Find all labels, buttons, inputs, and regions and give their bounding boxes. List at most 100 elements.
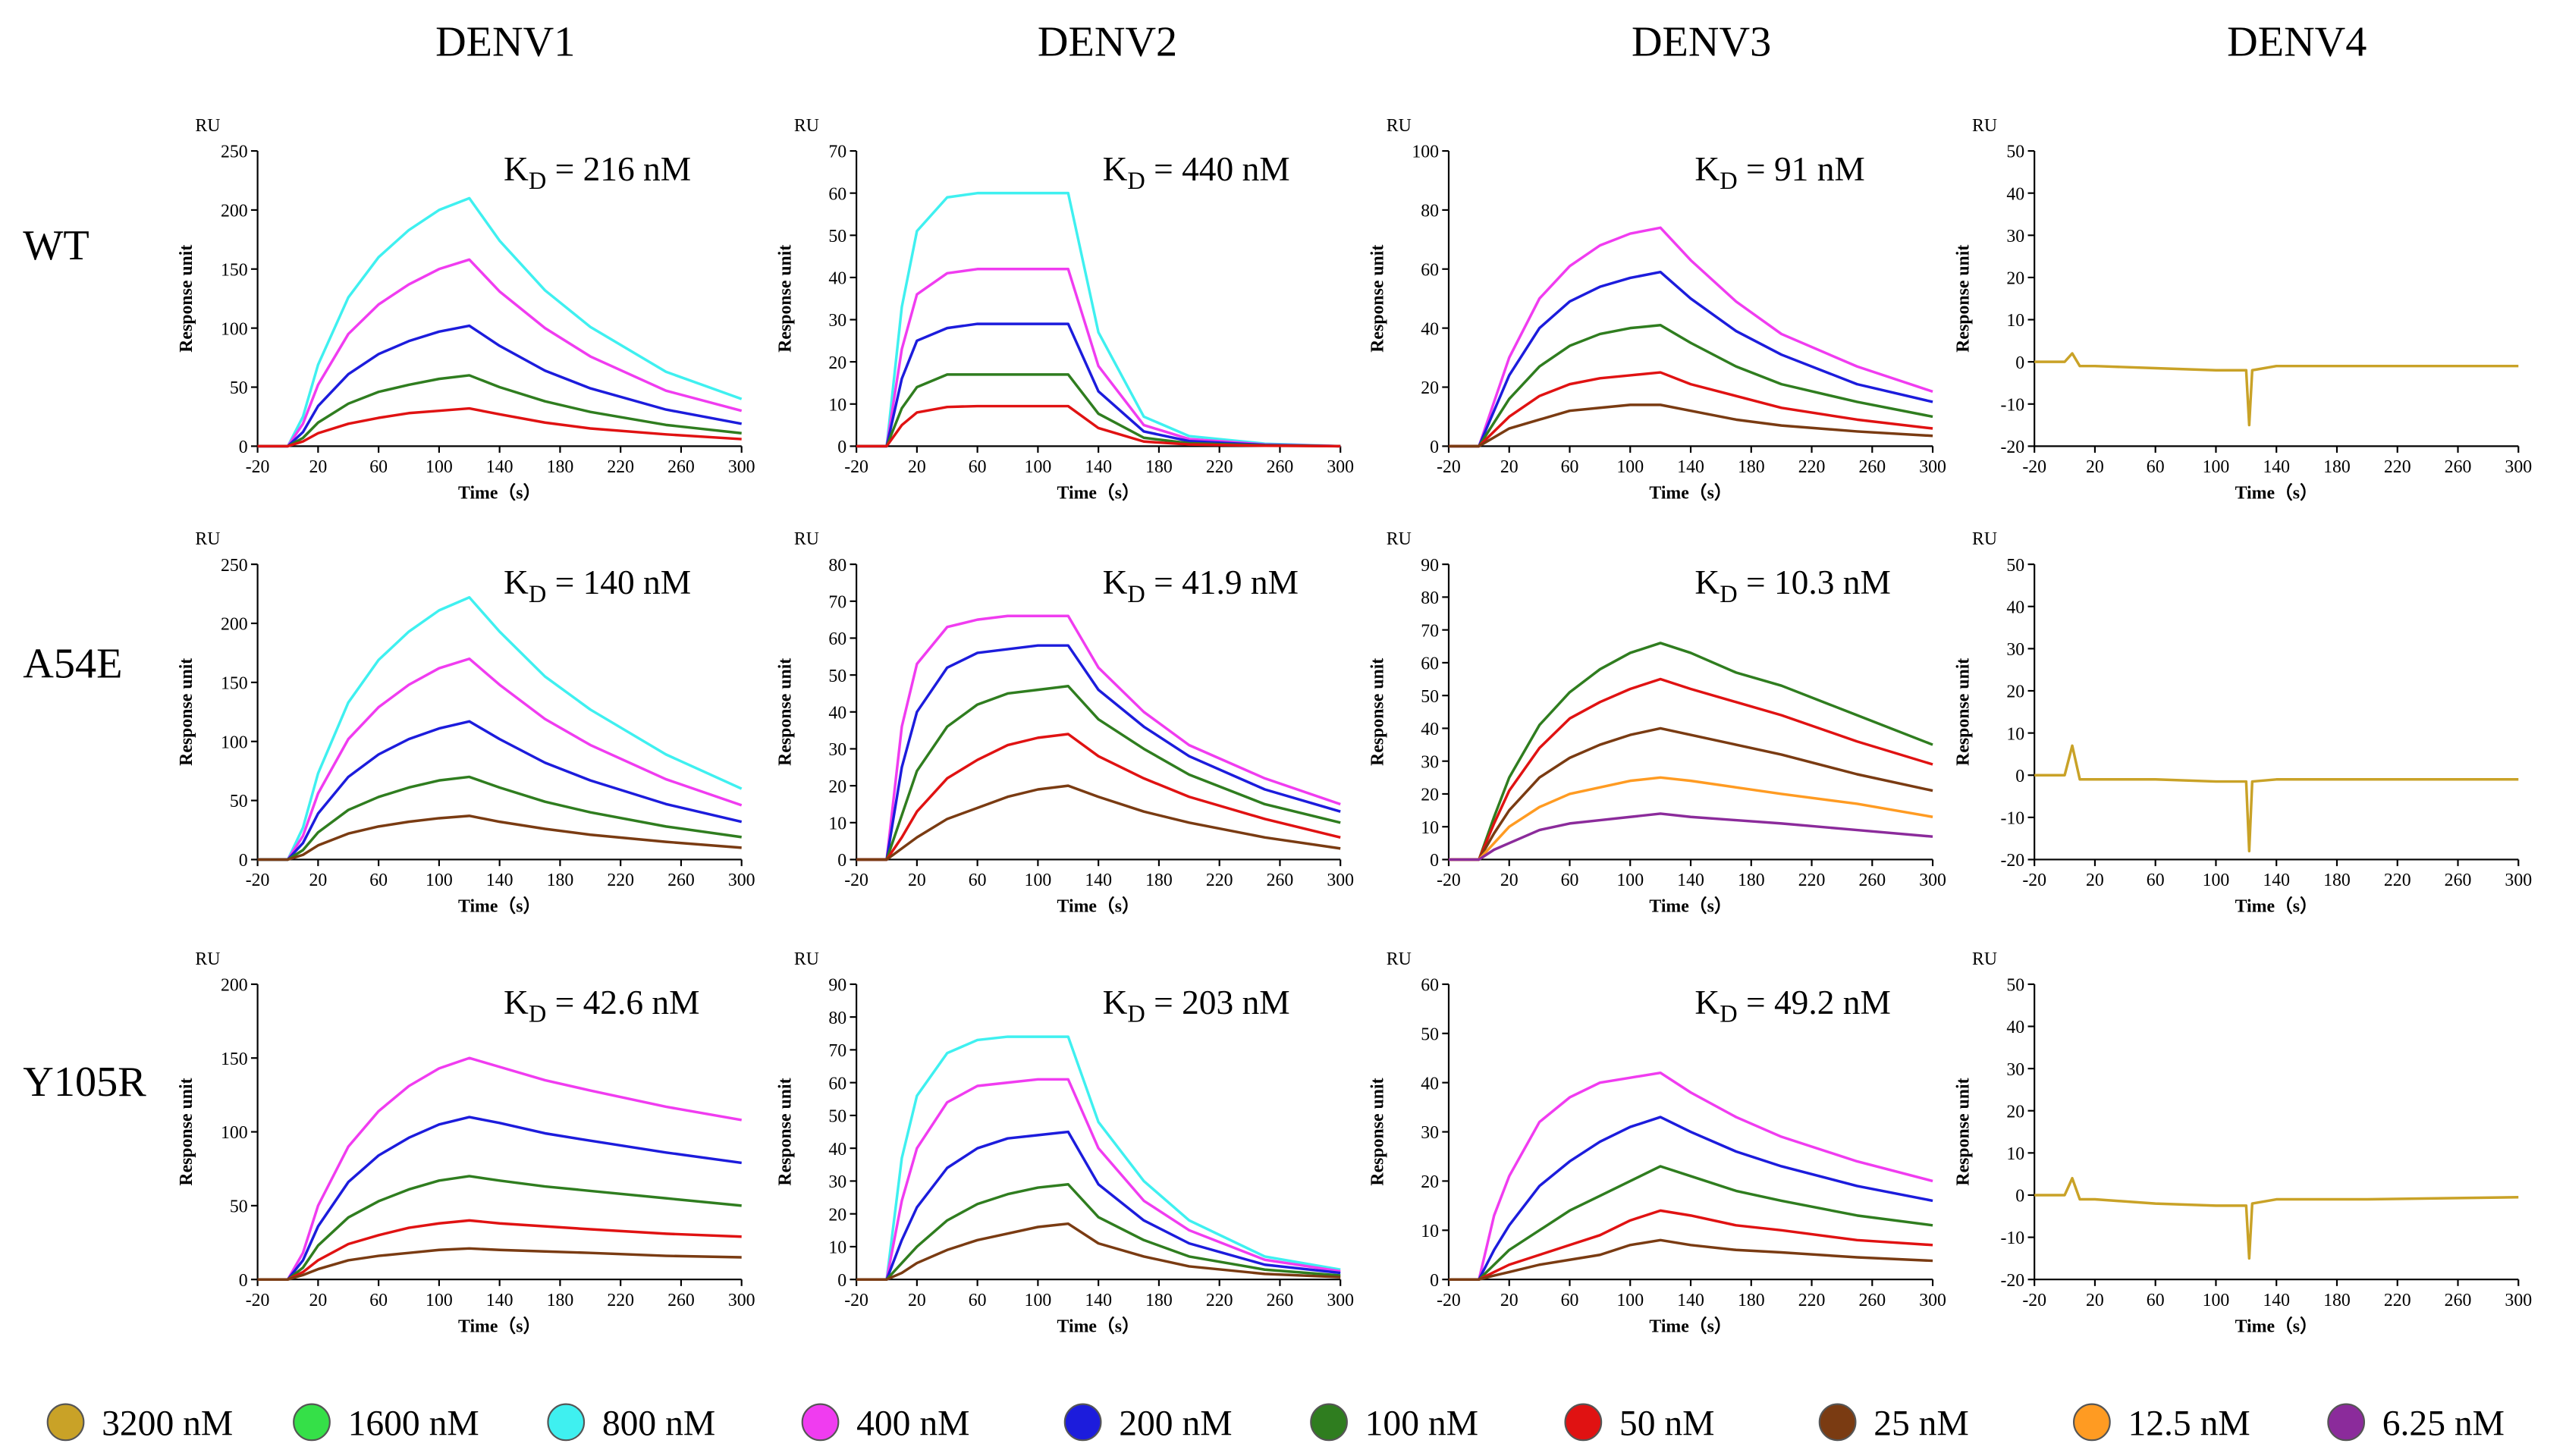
y-tick-label: 10 <box>2006 1144 2024 1164</box>
x-tick-label: 260 <box>1267 457 1294 477</box>
kd-subscript: D <box>529 581 546 608</box>
y-tick-label: 200 <box>221 976 248 996</box>
y-tick-label: 0 <box>239 1271 248 1291</box>
response-curve <box>1448 403 1933 448</box>
x-tick-label: 100 <box>1616 1291 1644 1310</box>
y-tick-label: 0 <box>1430 438 1439 457</box>
response-curve <box>257 814 742 861</box>
x-tick-label: 100 <box>2203 871 2230 890</box>
x-tick-label: 300 <box>2505 457 2532 477</box>
y-tick-label: 30 <box>828 311 846 331</box>
kd-value: = 91 nM <box>1738 150 1865 188</box>
y-tick-label: 20 <box>828 777 846 797</box>
y-unit: RU <box>1972 529 1997 549</box>
kd-value: = 440 nM <box>1145 150 1290 188</box>
x-tick-label: 300 <box>2505 871 2532 890</box>
x-tick-label: 180 <box>2323 871 2351 890</box>
legend-swatch <box>801 1403 840 1442</box>
response-curve <box>1448 1209 1933 1281</box>
x-tick-label: 140 <box>1677 871 1704 890</box>
y-tick-label: 10 <box>828 814 846 833</box>
y-tick-label: 0 <box>239 851 248 871</box>
y-tick-label: 20 <box>1421 1172 1439 1192</box>
x-tick-label: 20 <box>1500 871 1519 890</box>
y-tick-label: 0 <box>1430 1271 1439 1291</box>
y-tick-label: 0 <box>837 1271 846 1291</box>
y-tick-label: 100 <box>221 1123 248 1143</box>
y-tick-label: 60 <box>1421 976 1439 996</box>
x-tick-label: 100 <box>1025 457 1052 477</box>
x-tick-label: 60 <box>969 871 987 890</box>
response-curve <box>257 258 743 448</box>
response-curve <box>856 191 1341 448</box>
column-title: DENV2 <box>1038 19 1177 66</box>
x-tick-label: -20 <box>2022 457 2046 477</box>
x-tick-label: 20 <box>309 1291 327 1310</box>
y-tick-label: 70 <box>1421 621 1439 641</box>
x-tick-label: 220 <box>1798 1291 1826 1310</box>
response-curve <box>856 268 1341 448</box>
y-axis-label: Response unit <box>776 658 796 766</box>
y-tick-label: -10 <box>2000 809 2024 829</box>
y-tick-label: -10 <box>2000 1228 2024 1248</box>
x-tick-label: 180 <box>1738 871 1765 890</box>
x-tick-label: 220 <box>1798 457 1826 477</box>
x-tick-label: 140 <box>2263 871 2290 890</box>
x-tick-label: 100 <box>1025 1291 1052 1310</box>
response-curve <box>856 322 1341 448</box>
y-tick-label: 10 <box>1421 818 1439 838</box>
response-curve <box>1448 1116 1933 1281</box>
y-tick-label: -20 <box>2000 438 2024 457</box>
y-tick-label: 40 <box>1421 720 1439 739</box>
x-tick-label: 300 <box>2505 1291 2532 1310</box>
y-unit: RU <box>195 529 220 549</box>
response-curve <box>856 733 1341 861</box>
kd-value: = 10.3 nM <box>1738 563 1891 601</box>
response-curve <box>257 324 743 448</box>
y-tick-label: 200 <box>221 615 248 635</box>
response-curve <box>856 1222 1341 1281</box>
response-curve <box>257 775 742 861</box>
response-curve <box>1448 1238 1933 1281</box>
x-tick-label: 20 <box>908 457 926 477</box>
kd-subscript: D <box>1720 168 1737 195</box>
x-tick-label: -20 <box>246 457 270 477</box>
kd-label: KD = 10.3 nM <box>1694 563 1890 608</box>
y-axis-label: Response unit <box>1368 658 1387 766</box>
kd-label: KD = 42.6 nM <box>504 984 699 1028</box>
kd-value: = 41.9 nM <box>1145 563 1299 601</box>
y-tick-label: 0 <box>2015 353 2024 373</box>
y-axis-label: Response unit <box>776 245 796 353</box>
y-tick-label: 40 <box>1421 319 1439 339</box>
x-tick-label: 180 <box>1145 871 1173 890</box>
x-tick-label: 180 <box>547 457 574 477</box>
x-tick-label: 20 <box>309 871 327 890</box>
x-tick-label: 140 <box>1085 457 1112 477</box>
x-tick-label: 220 <box>607 1291 634 1310</box>
x-tick-label: 180 <box>547 1291 574 1310</box>
x-tick-label: 220 <box>1206 871 1233 890</box>
response-curve <box>1448 726 1933 861</box>
x-tick-label: 140 <box>1085 871 1112 890</box>
kd-label: KD = 140 nM <box>504 563 691 608</box>
x-tick-label: -20 <box>1437 871 1461 890</box>
x-tick-label: 220 <box>607 457 634 477</box>
x-tick-label: 20 <box>2086 871 2104 890</box>
y-tick-label: 50 <box>1421 1025 1439 1044</box>
y-tick-label: 100 <box>221 319 248 339</box>
y-tick-label: 40 <box>828 703 846 723</box>
x-tick-label: 220 <box>607 871 634 890</box>
y-tick-label: 50 <box>230 378 248 398</box>
x-tick-label: 260 <box>1858 1291 1886 1310</box>
y-tick-label: 40 <box>828 1140 846 1159</box>
x-tick-label: 60 <box>369 1291 388 1310</box>
y-tick-label: 70 <box>828 143 846 162</box>
legend-label: 800 nM <box>602 1404 715 1444</box>
y-unit: RU <box>1387 529 1412 549</box>
x-tick-label: 20 <box>908 1291 926 1310</box>
x-tick-label: 180 <box>2323 1291 2351 1310</box>
legend-swatch <box>2327 1403 2366 1442</box>
x-tick-label: 100 <box>426 871 453 890</box>
